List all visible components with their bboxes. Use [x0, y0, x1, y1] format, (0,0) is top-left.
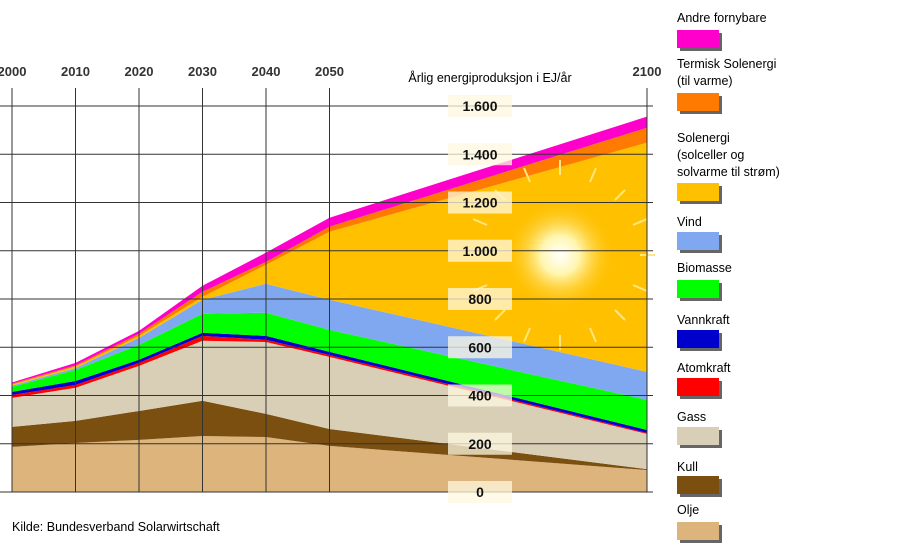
x-tick-label: 2030: [188, 64, 217, 79]
chart-title: Årlig energiproduksjon i EJ/år: [408, 70, 571, 85]
tick-label-box: [448, 432, 512, 455]
legend-swatch: [677, 476, 719, 494]
y-tick-label: 200: [468, 436, 492, 452]
legend-swatch: [677, 232, 719, 250]
x-tick-label: 2050: [315, 64, 344, 79]
x-tick-label: 2000: [0, 64, 26, 79]
legend-label: Vannkraft: [677, 313, 730, 327]
legend-label: Termisk Solenergi (til varme): [677, 57, 777, 88]
legend-swatch: [677, 378, 719, 396]
y-tick-label: 800: [468, 291, 492, 307]
tick-label-box: [448, 336, 512, 359]
y-tick-label: 1.200: [462, 195, 497, 211]
legend-swatch: [677, 330, 719, 348]
legend-swatch: [677, 30, 719, 48]
y-tick-label: 400: [468, 388, 492, 404]
legend-label: Gass: [677, 410, 707, 424]
x-tick-label: 2010: [61, 64, 90, 79]
legend-label: Olje: [677, 503, 700, 517]
y-tick-label: 1.600: [462, 98, 497, 114]
tick-label-box: [448, 384, 512, 407]
legend-label: Andre fornybare: [677, 11, 767, 25]
legend-label: Atomkraft: [677, 361, 731, 375]
tick-label-box: [448, 481, 512, 503]
area: [12, 127, 647, 385]
legend-label: Biomasse: [677, 261, 732, 275]
tick-label-box: [448, 191, 512, 214]
x-tick-label: 2040: [252, 64, 281, 79]
y-tick-label: 1.400: [462, 146, 497, 162]
tick-label-box: [448, 143, 512, 166]
tick-label-box: [448, 95, 512, 117]
legend-swatch: [677, 280, 719, 298]
tick-label-box: [448, 288, 512, 310]
legend-label: Vind: [677, 215, 702, 229]
y-tick-label: 0: [476, 484, 484, 500]
source: Kilde: Bundesverband Solarwirtschaft: [12, 520, 220, 534]
legend-swatch: [677, 522, 719, 540]
x-tick-label: 2020: [125, 64, 154, 79]
tick-label-box: [448, 239, 512, 262]
legend-swatch: [677, 427, 719, 445]
y-tick-label: 1.000: [462, 243, 497, 259]
y-tick-label: 600: [468, 339, 492, 355]
legend-label: Kull: [677, 460, 698, 474]
area: [12, 312, 647, 430]
legend-swatch: [677, 93, 719, 111]
legend-label: Solenergi (solceller og solvarme til str…: [677, 131, 780, 179]
area: [12, 116, 647, 384]
x-tick-label: 2100: [633, 64, 662, 79]
legend-swatch: [677, 183, 719, 201]
